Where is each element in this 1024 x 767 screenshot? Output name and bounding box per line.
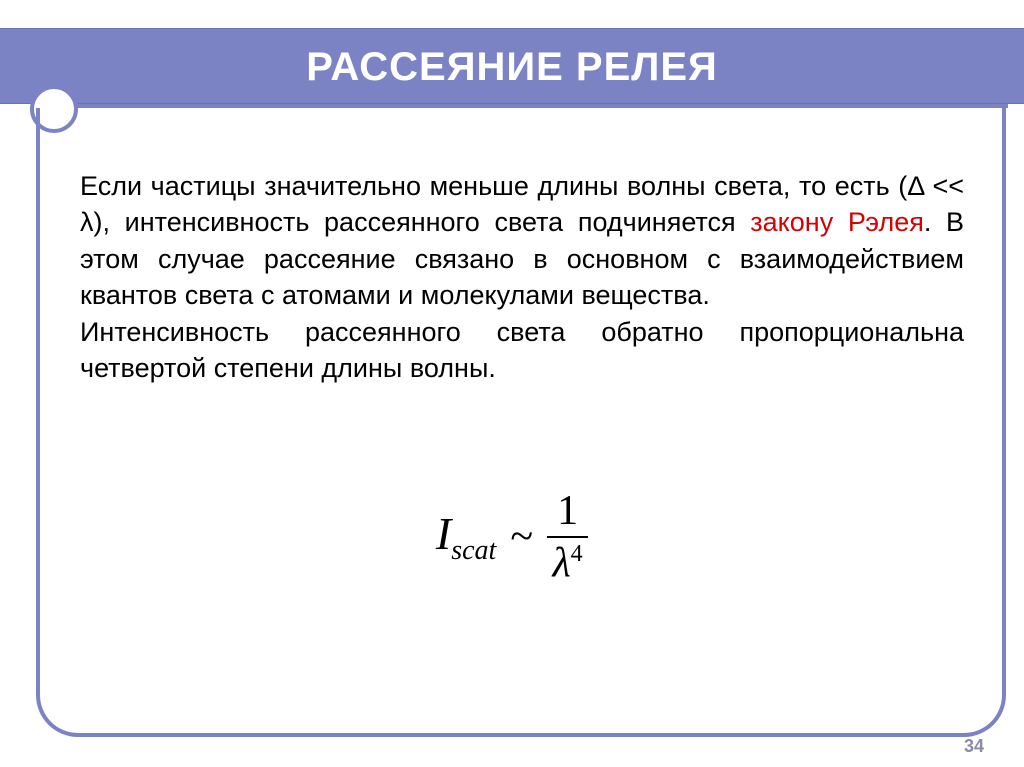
paragraph-2: Интенсивность рассеянного света обратно … [80, 314, 964, 387]
formula-denom-exp: 4 [571, 541, 583, 567]
page-number: 34 [964, 736, 984, 757]
body-text: Если частицы значительно меньше длины во… [80, 168, 964, 387]
formula-relation: ~ [510, 513, 533, 561]
formula-lhs-sub: scat [451, 535, 496, 566]
paragraph-1: Если частицы значительно меньше длины во… [80, 168, 964, 314]
paragraph-1-highlight: закону Рэлея [750, 207, 924, 237]
formula-denom-base: λ [552, 540, 570, 586]
formula-lhs-base: I [436, 508, 451, 559]
formula-lhs: Iscat [436, 507, 496, 567]
slide-title: РАССЕЯНИЕ РЕЛЕЯ [0, 29, 1024, 105]
formula: Iscat ~ 1 λ4 [0, 490, 1024, 584]
formula-fraction: 1 λ4 [547, 490, 588, 584]
formula-numerator: 1 [547, 490, 588, 536]
title-band: РАССЕЯНИЕ РЕЛЕЯ [0, 28, 1024, 104]
formula-denominator: λ4 [552, 538, 582, 584]
